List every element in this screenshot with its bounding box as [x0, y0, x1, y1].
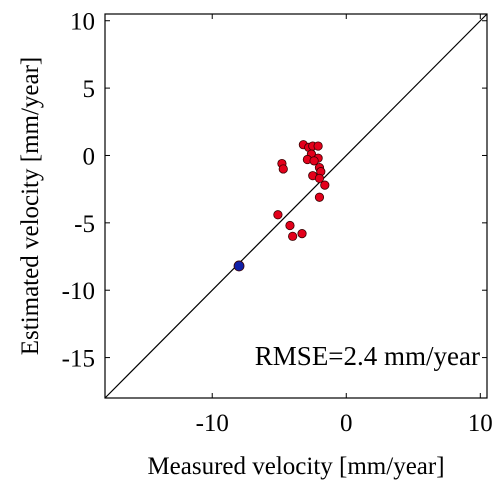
y-axis-title: Estimated velocity [mm/year]	[17, 57, 44, 356]
red-data-point	[273, 210, 283, 220]
x-axis-title: Measured velocity [mm/year]	[147, 453, 444, 480]
rmse-annotation: RMSE=2.4 mm/year	[255, 341, 480, 371]
red-data-point	[309, 156, 319, 166]
x-tick-label: 10	[468, 410, 493, 437]
red-data-point	[313, 141, 323, 151]
x-tick-label: 0	[340, 410, 353, 437]
red-data-point	[297, 229, 307, 239]
y-tick-label: -5	[74, 211, 95, 238]
red-data-point	[288, 231, 298, 241]
red-data-point	[320, 180, 330, 190]
x-tick-label: -10	[196, 410, 229, 437]
y-tick-label: -10	[62, 278, 95, 305]
red-data-point	[314, 192, 325, 202]
y-tick-label: 0	[83, 143, 96, 170]
y-tick-label: -15	[62, 346, 95, 373]
red-data-point	[278, 164, 288, 174]
y-tick-label: 10	[70, 9, 95, 36]
red-data-point	[285, 220, 295, 231]
blue-data-point	[233, 260, 245, 272]
y-tick-label: 5	[83, 76, 96, 103]
identity-line	[104, 13, 488, 399]
red-data-point	[314, 173, 325, 183]
